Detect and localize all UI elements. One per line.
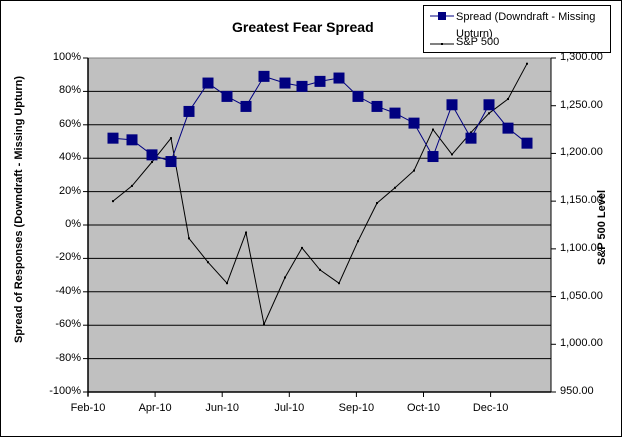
sp500-point (488, 112, 490, 115)
sp500-point (263, 323, 265, 326)
spread-point (258, 70, 270, 82)
sp500-point (207, 261, 209, 264)
sp500-point (170, 137, 172, 140)
y2-tick-label: 1,000.00 (560, 337, 603, 350)
spread-point (221, 90, 233, 102)
x-tick-label: Oct-10 (406, 402, 440, 414)
sp500-point (301, 246, 303, 249)
x-tick-label: Dec-10 (472, 402, 509, 414)
y-tick-label: -100% (49, 385, 81, 397)
sp500-point (319, 268, 321, 271)
sp500-point (413, 169, 415, 172)
y-tick-label: 100% (52, 51, 81, 63)
spread-point (389, 107, 401, 119)
y-tick-label: -80% (55, 351, 81, 364)
x-tick-label: Sep-10 (338, 402, 375, 414)
line-marker-icon (430, 43, 454, 45)
x-tick-label: Apr-10 (138, 402, 172, 414)
y2-tick-label: 1,300.00 (560, 51, 603, 63)
y-tick-label: 0% (65, 218, 81, 230)
legend: Spread (Downdraft - Missing Upturn) S&P … (423, 5, 611, 53)
y2-tick-label: 1,250.00 (560, 98, 603, 111)
x-tick-label: Feb-10 (70, 402, 106, 414)
spread-point (465, 132, 477, 144)
sp500-point (394, 186, 396, 189)
sp500-point (470, 131, 472, 134)
spread-point (371, 100, 383, 112)
spread-point (107, 132, 119, 144)
legend-label-spread-1: Spread (Downdraft - Missing (456, 11, 596, 23)
sp500-point (338, 282, 340, 285)
spread-point (202, 77, 214, 89)
sp500-series (112, 62, 528, 326)
spread-point (352, 90, 364, 102)
spread-point (521, 137, 533, 149)
sp500-point (432, 128, 434, 131)
spread-point (502, 122, 514, 134)
y-axis-right-title: S&P 500 Level (596, 189, 608, 265)
spread-series (107, 70, 533, 168)
sp500-point (226, 282, 228, 285)
legend-label-spread-2: Upturn) (456, 28, 493, 40)
y2-tick-label: 950.00 (560, 385, 594, 397)
y-tick-label: 80% (58, 84, 81, 97)
gridlines (88, 90, 551, 360)
y-tick-label: -60% (55, 318, 81, 331)
sp500-point (131, 184, 133, 187)
x-tick-label: Jun-10 (205, 402, 239, 414)
spread-point (296, 80, 308, 92)
y-tick-label: -40% (55, 284, 81, 297)
chart-title: Greatest Fear Spread (232, 19, 374, 35)
spread-point (126, 134, 138, 146)
axes (83, 57, 556, 397)
y-axis-left-title: Spread of Responses (Downdraft - Missing… (13, 75, 25, 343)
y-tick-label: 20% (58, 184, 81, 197)
sp500-point (112, 200, 114, 203)
spread-point (314, 75, 326, 87)
square-marker-icon (430, 12, 454, 20)
spread-point (408, 117, 420, 129)
spread-point (483, 99, 495, 111)
sp500-point (376, 202, 378, 205)
sp500-point (188, 237, 190, 240)
sp500-point (526, 62, 528, 65)
y-axis-left-title-1: Spread of Responses (Downdraft - Missing… (13, 76, 25, 343)
spread-point (165, 156, 177, 168)
spread-point (446, 99, 458, 111)
y2-tick-label: 1,100.00 (560, 241, 603, 254)
y-tick-label: 40% (58, 151, 81, 164)
spread-point (146, 149, 158, 161)
sp500-point (357, 240, 359, 243)
spread-point (183, 105, 195, 117)
x-tick-label: Jul-10 (274, 402, 305, 414)
y2-tick-label: 1,050.00 (560, 289, 603, 302)
y-tick-label: 60% (58, 117, 81, 130)
sp500-point (507, 98, 509, 101)
sp500-point (151, 161, 153, 164)
sp500-point (284, 276, 286, 279)
spread-point (279, 77, 291, 89)
y-tick-label: -20% (55, 251, 81, 264)
spread-point (427, 151, 439, 163)
sp500-point (245, 231, 247, 234)
y2-tick-label: 1,200.00 (560, 146, 603, 159)
spread-point (333, 72, 345, 84)
y2-tick-label: 1,150.00 (560, 194, 603, 207)
legend-label-sp500: S&P 500 (456, 36, 500, 48)
spread-point (240, 100, 252, 112)
sp500-point (451, 153, 453, 156)
